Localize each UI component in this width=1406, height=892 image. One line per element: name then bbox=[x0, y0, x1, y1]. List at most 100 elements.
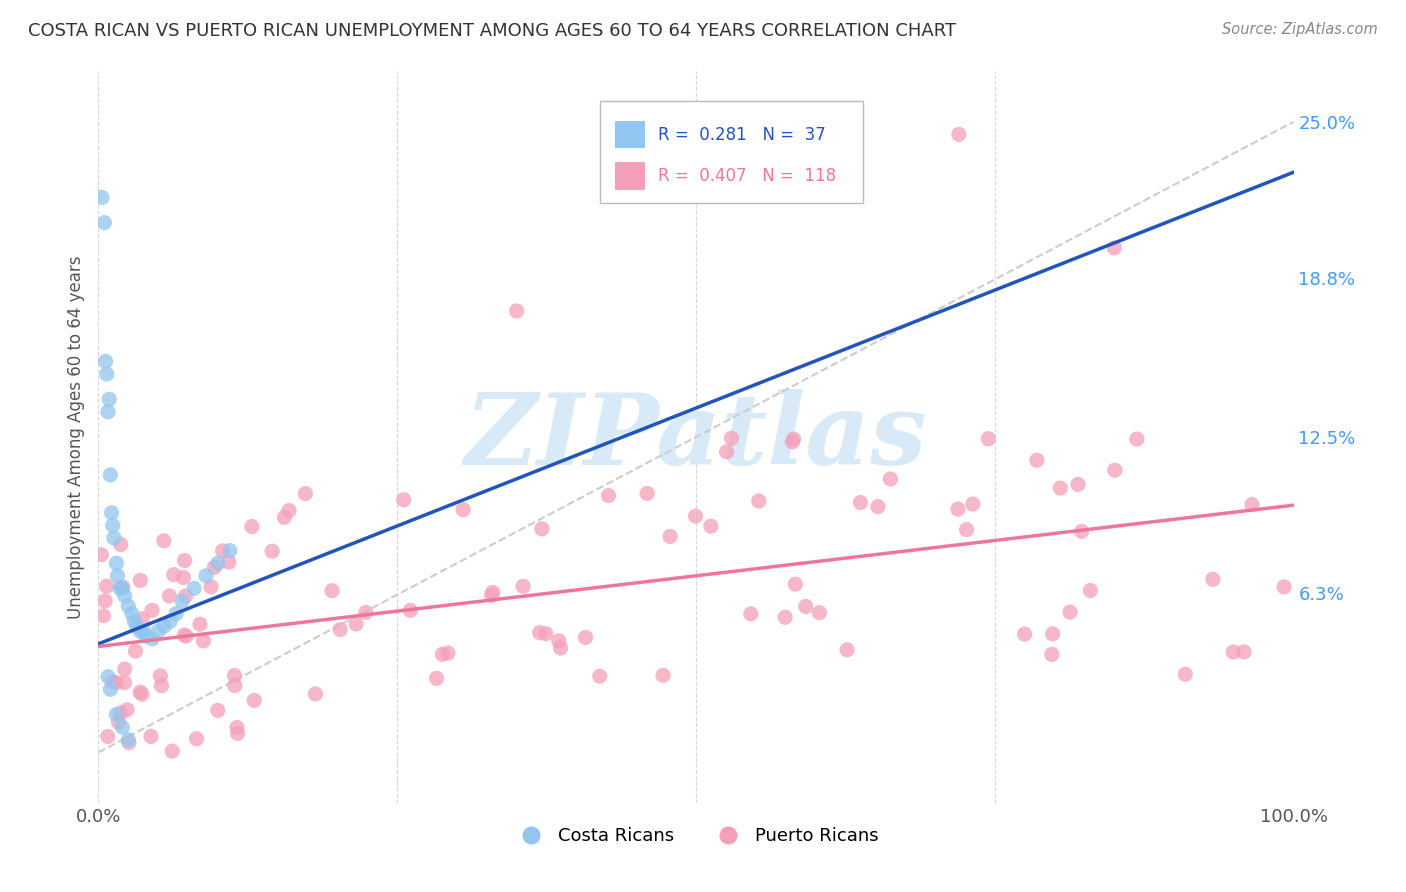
Point bbox=[193, 633, 215, 648]
Point bbox=[111, 720, 134, 734]
Point bbox=[240, 519, 263, 533]
Point bbox=[782, 432, 804, 446]
Point bbox=[117, 732, 139, 747]
Point bbox=[135, 629, 157, 643]
Point bbox=[101, 518, 124, 533]
Point bbox=[124, 614, 146, 628]
Point bbox=[399, 603, 422, 617]
Point bbox=[93, 216, 115, 230]
Point bbox=[574, 631, 596, 645]
Point bbox=[1222, 645, 1244, 659]
Point bbox=[131, 612, 153, 626]
Point bbox=[437, 646, 460, 660]
Point bbox=[224, 679, 246, 693]
Point bbox=[773, 610, 796, 624]
Point bbox=[97, 670, 120, 684]
Point bbox=[294, 486, 316, 500]
Point bbox=[530, 522, 553, 536]
Point bbox=[96, 367, 118, 381]
Point bbox=[794, 599, 817, 614]
Point bbox=[98, 392, 121, 407]
Point bbox=[432, 648, 454, 662]
Point bbox=[200, 580, 222, 594]
Point bbox=[172, 594, 194, 608]
Point bbox=[1067, 477, 1090, 491]
Point bbox=[114, 675, 136, 690]
Point bbox=[659, 529, 682, 543]
Point bbox=[172, 570, 194, 584]
Point bbox=[153, 619, 176, 633]
Point bbox=[139, 730, 162, 744]
Point bbox=[1233, 645, 1256, 659]
Point bbox=[96, 579, 118, 593]
Point bbox=[1126, 432, 1149, 446]
Point bbox=[977, 432, 1000, 446]
FancyBboxPatch shape bbox=[614, 162, 644, 190]
Point bbox=[121, 607, 143, 621]
Point bbox=[685, 509, 707, 524]
Point bbox=[159, 589, 181, 603]
Point bbox=[207, 703, 229, 717]
Point bbox=[91, 190, 114, 204]
Point bbox=[243, 693, 266, 707]
Point bbox=[1240, 498, 1263, 512]
Point bbox=[97, 730, 120, 744]
Point bbox=[534, 626, 557, 640]
Point bbox=[598, 489, 620, 503]
Point bbox=[962, 497, 984, 511]
Point bbox=[278, 503, 301, 517]
Point bbox=[195, 569, 218, 583]
Point bbox=[129, 574, 152, 588]
Point bbox=[160, 744, 183, 758]
Point bbox=[159, 614, 181, 628]
Point bbox=[262, 544, 284, 558]
Point bbox=[1059, 605, 1081, 619]
Point bbox=[149, 669, 172, 683]
Point bbox=[1042, 627, 1064, 641]
Point bbox=[110, 706, 132, 720]
Point bbox=[1202, 572, 1225, 586]
Point bbox=[1104, 463, 1126, 477]
Point bbox=[118, 736, 141, 750]
Point bbox=[426, 671, 449, 685]
Point bbox=[104, 675, 127, 690]
Point bbox=[124, 644, 146, 658]
Point bbox=[174, 629, 197, 643]
Point bbox=[550, 640, 572, 655]
Point bbox=[835, 642, 858, 657]
Point bbox=[948, 128, 970, 142]
Point bbox=[97, 405, 120, 419]
Point bbox=[165, 607, 187, 621]
Point bbox=[344, 617, 367, 632]
Point bbox=[1014, 627, 1036, 641]
Point bbox=[90, 548, 112, 562]
Point bbox=[141, 603, 163, 617]
Point bbox=[103, 531, 125, 545]
Point bbox=[785, 577, 807, 591]
Point bbox=[117, 599, 139, 613]
Point bbox=[183, 582, 205, 596]
Point bbox=[482, 585, 505, 599]
Point bbox=[111, 580, 134, 594]
FancyBboxPatch shape bbox=[600, 101, 863, 203]
Point bbox=[1040, 648, 1063, 662]
Point bbox=[304, 687, 326, 701]
Point bbox=[512, 579, 534, 593]
Point bbox=[98, 467, 122, 482]
Point bbox=[1070, 524, 1092, 539]
Point bbox=[202, 560, 225, 574]
Point bbox=[111, 582, 134, 596]
Point bbox=[207, 556, 229, 570]
Point bbox=[716, 444, 738, 458]
Point bbox=[392, 492, 415, 507]
Point bbox=[224, 668, 246, 682]
Point bbox=[329, 623, 352, 637]
Point bbox=[720, 431, 742, 445]
Point bbox=[132, 624, 155, 639]
Point bbox=[125, 619, 148, 633]
Point bbox=[740, 607, 762, 621]
Point bbox=[529, 625, 551, 640]
Text: ZIPatlas: ZIPatlas bbox=[465, 389, 927, 485]
Point bbox=[1104, 241, 1126, 255]
Point bbox=[700, 519, 723, 533]
